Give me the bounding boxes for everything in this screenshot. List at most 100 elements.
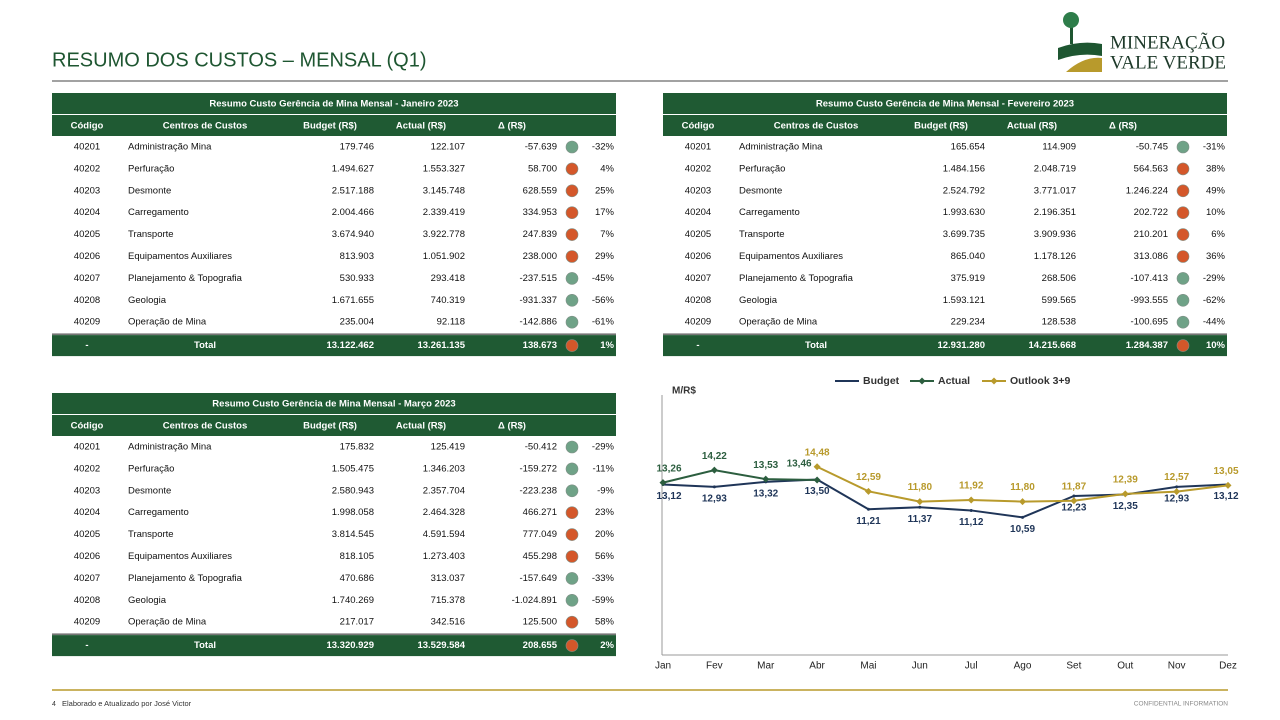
table-cell: Equipamentos Auxiliares	[128, 251, 232, 262]
table-cell: Perfuração	[739, 163, 785, 174]
column-header: Δ (R$)	[498, 421, 526, 432]
status-dot	[565, 615, 579, 629]
status-dot	[1176, 250, 1190, 263]
table-cell: 2.524.792	[943, 185, 985, 196]
table-cell: 2.196.351	[1034, 207, 1076, 218]
table-cell: 455.298	[523, 551, 557, 562]
table-cell: 564.563	[1134, 163, 1168, 174]
legend-label: Outlook 3+9	[1010, 375, 1071, 387]
table-cell: 313.086	[1134, 251, 1168, 262]
table-cell: Total	[194, 340, 216, 351]
logo-text: MINERAÇÃO	[1110, 31, 1225, 53]
data-label: 11,12	[959, 517, 984, 528]
table-cell: 334.953	[523, 207, 557, 218]
point-marker	[1072, 494, 1076, 498]
x-tick-label: Abr	[809, 661, 825, 672]
data-label: 13,32	[753, 488, 778, 499]
table-cell: 217.017	[340, 617, 374, 628]
table-cell: 13.320.929	[326, 640, 374, 651]
data-label: 13,53	[753, 460, 778, 471]
table-cell: -44%	[1203, 317, 1226, 328]
data-label: 11,37	[908, 514, 933, 525]
status-dot	[565, 206, 579, 219]
table-cell: 40202	[685, 163, 711, 174]
table-cell: 20%	[595, 529, 615, 540]
point-marker	[916, 498, 924, 506]
status-dot	[565, 550, 579, 563]
column-header: Centros de Custos	[163, 421, 247, 432]
table-cell: 2.357.704	[423, 485, 465, 496]
table-cell: 40208	[74, 295, 100, 306]
table-cell: 138.673	[523, 340, 557, 351]
logo-tree	[1063, 12, 1079, 28]
legend-label: Actual	[938, 375, 970, 387]
table-cell: -62%	[1203, 295, 1226, 306]
status-dot	[565, 339, 579, 352]
table-cell: 40209	[74, 317, 100, 328]
data-label: 11,87	[1062, 481, 1087, 492]
table-cell: 40203	[685, 185, 711, 196]
table-cell: -57.639	[525, 142, 557, 153]
table-cell: 58.700	[528, 163, 557, 174]
table-cell: 2.464.328	[423, 507, 465, 518]
status-dot	[565, 184, 579, 198]
table-cell: Administração Mina	[739, 142, 823, 153]
legend-label: Budget	[863, 375, 900, 387]
data-label: 11,80	[908, 482, 933, 493]
data-label: 12,93	[702, 494, 727, 505]
table-cell: 40204	[74, 507, 100, 518]
table-cell: -31%	[1203, 142, 1226, 153]
table-header-bar	[52, 115, 616, 136]
table-cell: 599.565	[1042, 295, 1076, 306]
table-cell: 740.319	[431, 295, 465, 306]
point-marker	[813, 476, 821, 484]
table-cell: Desmonte	[128, 185, 171, 196]
table-title: Resumo Custo Gerência de Mina Mensal - J…	[209, 99, 458, 110]
table-title-bar	[663, 93, 1227, 114]
data-label: 12,93	[1164, 494, 1189, 505]
x-tick-label: Nov	[1168, 661, 1186, 672]
column-header: Centros de Custos	[163, 121, 247, 132]
point-marker	[1070, 497, 1078, 505]
table-cell: -223.238	[519, 485, 557, 496]
table-title-bar	[52, 93, 616, 114]
table-cell: 1.178.126	[1034, 251, 1076, 262]
table-cell: -32%	[592, 142, 615, 153]
table-cell: 38%	[1206, 163, 1226, 174]
table-cell: 3.909.936	[1034, 229, 1076, 240]
status-dot	[1176, 228, 1190, 241]
status-dot	[565, 293, 579, 307]
status-dot	[565, 572, 579, 585]
status-dot	[565, 528, 579, 541]
table-cell: 7%	[600, 229, 614, 240]
point-marker	[866, 507, 870, 511]
table-cell: 202.722	[1134, 207, 1168, 218]
table-header-bar	[52, 415, 616, 436]
table-cell: 6%	[1211, 229, 1225, 240]
table-cell: Transporte	[128, 529, 174, 540]
table-cell: 40205	[685, 229, 711, 240]
table-cell: 466.271	[523, 507, 557, 518]
table-cell: 1.553.327	[423, 163, 465, 174]
table-cell: 23%	[595, 507, 615, 518]
x-tick-label: Out	[1117, 661, 1133, 672]
table-cell: -931.337	[519, 295, 557, 306]
status-dot	[565, 639, 579, 652]
table-cell: 1.051.902	[423, 251, 465, 262]
table-cell: 818.105	[340, 551, 374, 562]
table-cell: 3.145.748	[423, 185, 465, 196]
column-header: Δ (R$)	[1109, 121, 1137, 132]
column-header: Código	[71, 421, 104, 432]
table-cell: -29%	[1203, 273, 1226, 284]
x-tick-label: Mai	[860, 661, 876, 672]
data-label: 13,46	[787, 459, 812, 470]
table-cell: Geologia	[128, 295, 167, 306]
table-cell: Planejamento & Topografia	[739, 273, 854, 284]
table-title: Resumo Custo Gerência de Mina Mensal - F…	[816, 99, 1074, 110]
data-label: 12,59	[856, 472, 881, 483]
table-cell: 40202	[74, 463, 100, 474]
table-cell: Total	[194, 640, 216, 651]
table-cell: 13.529.584	[417, 640, 465, 651]
table-cell: -11%	[593, 463, 615, 474]
status-dot	[1176, 206, 1190, 219]
